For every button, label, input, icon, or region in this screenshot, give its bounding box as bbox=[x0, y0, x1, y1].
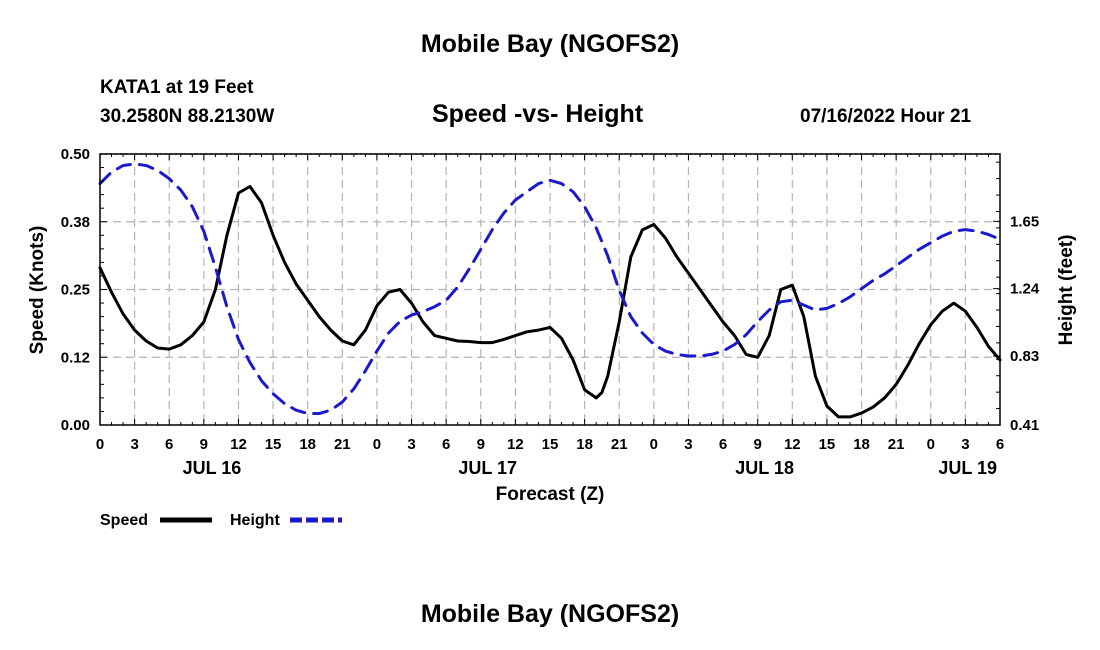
x-tick-label: 15 bbox=[265, 436, 282, 453]
y-left-tick-label: 0.12 bbox=[61, 349, 90, 366]
x-tick-label: 9 bbox=[754, 436, 762, 453]
x-axis-label: Forecast (Z) bbox=[496, 484, 605, 505]
y-left-tick-label: 0.25 bbox=[61, 282, 90, 299]
x-tick-label: 12 bbox=[507, 436, 524, 453]
y-right-tick-label: 0.83 bbox=[1010, 348, 1039, 365]
x-tick-label: 3 bbox=[684, 436, 692, 453]
axis-ticks bbox=[99, 153, 1001, 426]
y-left-tick-label: 0.38 bbox=[61, 214, 90, 231]
x-tick-label: 21 bbox=[334, 436, 351, 453]
grid-lines bbox=[100, 153, 1000, 425]
x-tick-label: 12 bbox=[784, 436, 801, 453]
axis-labels: 0 3 6 9 12 15 18 21 0 3 6 9 12 15 18 21 0 3 6 9 12 15 18 21 0 3 6J… bbox=[61, 146, 1040, 478]
x-tick-label: 0 bbox=[373, 436, 381, 453]
y-right-tick-label: 1.65 bbox=[1010, 213, 1039, 230]
x-tick-label: 0 bbox=[96, 436, 104, 453]
x-tick-label: 15 bbox=[542, 436, 559, 453]
series-lines bbox=[98, 162, 1002, 419]
x-tick-label: 9 bbox=[200, 436, 208, 453]
x-tick-label: 6 bbox=[442, 436, 450, 453]
y-left-tick-label: 0.50 bbox=[61, 146, 90, 163]
y-right-tick-label: 1.24 bbox=[1010, 281, 1040, 298]
series-line-height bbox=[98, 162, 1002, 415]
y-axis-label-right: Height (feet) bbox=[1056, 235, 1077, 346]
x-tick-label: 21 bbox=[888, 436, 905, 453]
legend: Speed Height bbox=[100, 512, 342, 529]
x-tick-label: 0 bbox=[650, 436, 658, 453]
date-label: JUL 18 bbox=[735, 458, 794, 478]
chart-subtitle: Speed -vs- Height bbox=[432, 100, 644, 128]
x-tick-label: 6 bbox=[719, 436, 727, 453]
y-right-tick-label: 0.41 bbox=[1010, 417, 1039, 434]
x-tick-label: 3 bbox=[961, 436, 969, 453]
x-tick-label: 3 bbox=[130, 436, 138, 453]
x-tick-label: 21 bbox=[611, 436, 628, 453]
x-tick-label: 18 bbox=[853, 436, 870, 453]
x-tick-label: 6 bbox=[996, 436, 1004, 453]
y-axis-label-left: Speed (Knots) bbox=[27, 226, 48, 355]
date-label: JUL 16 bbox=[183, 458, 242, 478]
next-chart-title: Mobile Bay (NGOFS2) bbox=[420, 600, 680, 628]
x-tick-label: 0 bbox=[927, 436, 935, 453]
date-label: JUL 17 bbox=[458, 458, 517, 478]
x-tick-label: 15 bbox=[819, 436, 836, 453]
x-tick-label: 12 bbox=[230, 436, 247, 453]
legend-label: Speed bbox=[100, 512, 148, 529]
date-label: JUL 19 bbox=[938, 458, 997, 478]
x-tick-label: 3 bbox=[407, 436, 415, 453]
chart-title: Mobile Bay (NGOFS2) bbox=[420, 30, 680, 58]
legend-label: Height bbox=[230, 512, 280, 529]
station-name: KATA1 at 19 Feet bbox=[100, 77, 254, 98]
station-coordinates: 30.2580N 88.2130W bbox=[100, 106, 275, 127]
y-left-tick-label: 0.00 bbox=[61, 417, 90, 434]
x-tick-label: 18 bbox=[576, 436, 593, 453]
x-tick-label: 18 bbox=[299, 436, 316, 453]
x-tick-label: 6 bbox=[165, 436, 173, 453]
x-tick-label: 9 bbox=[477, 436, 485, 453]
forecast-datetime: 07/16/2022 Hour 21 bbox=[800, 106, 972, 127]
series-line-speed bbox=[98, 185, 1002, 419]
